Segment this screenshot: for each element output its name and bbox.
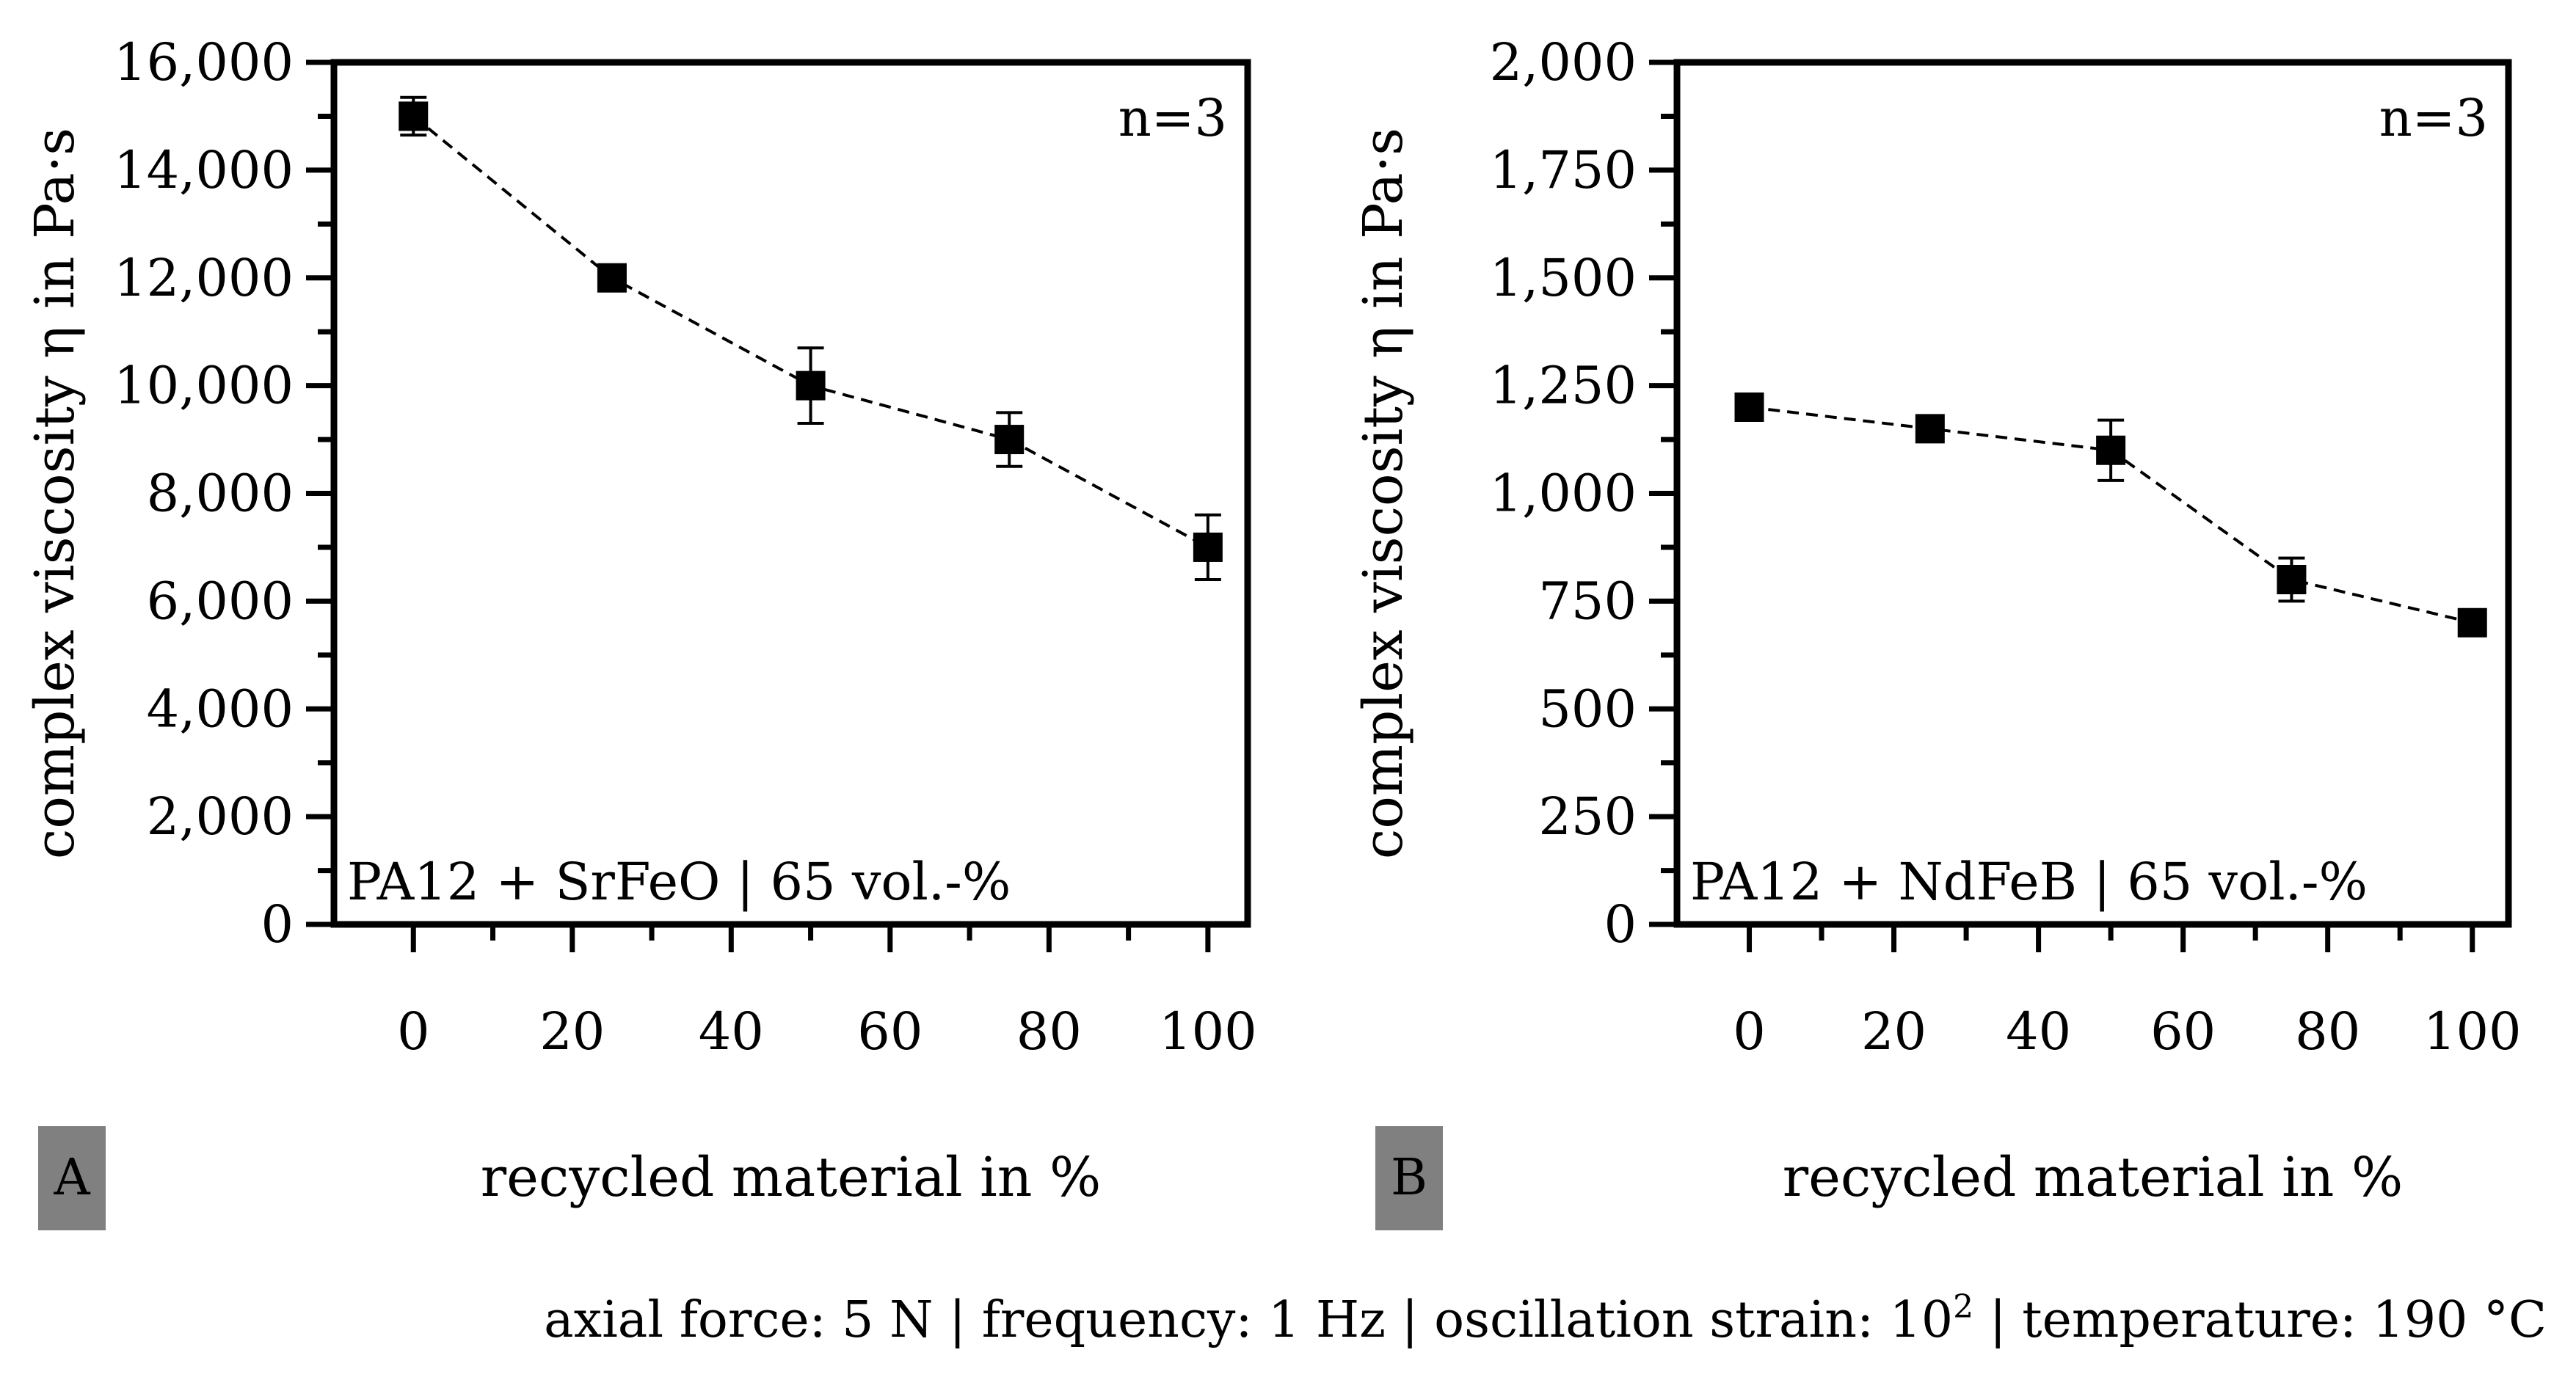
y-tick-label: 0 <box>261 894 294 954</box>
x-tick-label: 60 <box>857 1001 923 1062</box>
y-tick-label: 750 <box>1538 571 1637 631</box>
y-tick-label: 0 <box>1604 894 1637 954</box>
y-tick-label: 2,000 <box>147 786 294 847</box>
y-tick-label: 1,750 <box>1490 140 1637 200</box>
y-tick-label: 12,000 <box>114 248 294 308</box>
data-point-marker <box>2096 435 2126 465</box>
y-tick-label: 16,000 <box>114 32 294 92</box>
chart-panel-a: 0 2,000 4,000 6,000 8,000 10,000 12,000 14,000 1… <box>23 32 1257 1209</box>
y-tick-label: 2,000 <box>1490 32 1637 92</box>
x-axis-label: recycled material in % <box>1783 1146 2404 1209</box>
chart-panel-b: 0 250 500 750 1,000 1,250 1,500 1,750 2,000 0 20 40… <box>1352 32 2522 1209</box>
y-tick-label: 250 <box>1538 786 1637 847</box>
y-tick-label: 14,000 <box>114 140 294 200</box>
panel-a-label: A <box>38 1126 106 1230</box>
data-point-marker <box>2277 565 2307 594</box>
x-tick-label: 40 <box>2006 1001 2071 1062</box>
y-tick-label: 1,000 <box>1490 464 1637 524</box>
conditions-text-prefix: axial force: 5 N | frequency: 1 Hz | osc… <box>544 1291 1954 1349</box>
x-tick-label: 100 <box>2423 1001 2522 1062</box>
x-tick-label: 0 <box>397 1001 430 1062</box>
data-point-marker <box>994 425 1025 455</box>
y-tick-label: 1,500 <box>1490 248 1637 308</box>
y-axis-label: complex viscosity η in Pa·s <box>23 128 87 859</box>
data-point-marker <box>1193 532 1223 562</box>
data-point-marker <box>1915 414 1945 444</box>
x-tick-label: 20 <box>1861 1001 1926 1062</box>
strain-exponent: 2 <box>1953 1288 1974 1326</box>
x-tick-label: 20 <box>539 1001 605 1062</box>
y-tick-label: 1,250 <box>1490 356 1637 416</box>
data-point-marker <box>399 101 429 131</box>
material-annotation: PA12 + SrFeO | 65 vol.-% <box>347 852 1011 912</box>
material-annotation: PA12 + NdFeB | 65 vol.-% <box>1690 852 2368 912</box>
series-line <box>412 114 1209 549</box>
data-point-marker <box>1734 393 1764 422</box>
measurement-conditions: axial force: 5 N | frequency: 1 Hz | osc… <box>0 1288 2576 1354</box>
x-tick-label: 0 <box>1733 1001 1766 1062</box>
sample-count-annotation: n=3 <box>2379 88 2488 148</box>
plot-frame <box>1673 59 2512 928</box>
data-point-marker <box>796 370 826 401</box>
x-tick-label: 40 <box>699 1001 764 1062</box>
data-point-marker <box>597 263 627 293</box>
y-tick-label: 8,000 <box>147 464 294 524</box>
x-axis-label: recycled material in % <box>481 1146 1102 1209</box>
y-tick-label: 500 <box>1538 679 1637 739</box>
x-tick-label: 80 <box>1016 1001 1082 1062</box>
x-tick-label: 100 <box>1159 1001 1257 1062</box>
y-axis-label: complex viscosity η in Pa·s <box>1352 128 1415 859</box>
y-tick-label: 10,000 <box>114 356 294 416</box>
y-tick-label: 4,000 <box>147 679 294 739</box>
data-point-marker <box>2457 607 2487 638</box>
x-tick-label: 60 <box>2150 1001 2216 1062</box>
panel-b-label: B <box>1375 1126 1443 1230</box>
x-tick-label: 80 <box>2295 1001 2360 1062</box>
sample-count-annotation: n=3 <box>1118 88 1227 148</box>
conditions-text-suffix: | temperature: 190 °C <box>1973 1291 2547 1349</box>
y-tick-label: 6,000 <box>147 571 294 631</box>
